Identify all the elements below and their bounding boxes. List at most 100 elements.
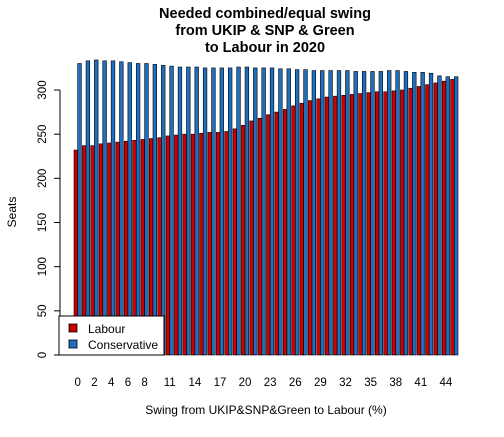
bar-labour-19 [232, 128, 238, 356]
bar-labour-39 [400, 89, 405, 356]
bar-conservative-41 [420, 72, 425, 356]
bar-labour-17 [215, 132, 221, 356]
bar-labour-11 [165, 135, 171, 356]
bar-conservative-0 [77, 63, 82, 356]
bar-labour-42 [425, 84, 430, 356]
bar-conservative-16 [211, 67, 216, 356]
bar-labour-29 [316, 98, 321, 356]
legend-box [58, 315, 165, 356]
bar-conservative-39 [403, 71, 409, 356]
bar-conservative-25 [286, 68, 291, 356]
chart-title-line-1: Needed combined/equal swing [159, 6, 371, 22]
bar-labour-31 [333, 95, 338, 356]
bar-conservative-3 [102, 60, 107, 356]
bar-conservative-21 [253, 67, 258, 356]
bar-labour-28 [308, 100, 313, 356]
bar-conservative-45 [454, 76, 459, 356]
y-tick-label-100: 100 [37, 257, 49, 276]
chart-title: Needed combined/equal swing from UKIP & … [159, 6, 371, 56]
bar-conservative-40 [412, 72, 417, 356]
y-tick-label-300: 300 [37, 80, 49, 99]
legend-label-conservative: Conservative [88, 338, 158, 352]
bar-conservative-37 [387, 70, 392, 356]
bar-labour-43 [433, 82, 438, 356]
bar-labour-26 [291, 105, 296, 356]
bar-labour-15 [199, 132, 204, 356]
bar-conservative-22 [261, 67, 266, 356]
bar-labour-13 [182, 133, 187, 356]
bar-labour-30 [324, 96, 330, 356]
bar-labour-21 [249, 120, 254, 356]
bar-conservative-5 [119, 61, 124, 356]
x-tick-label-32: 32 [339, 377, 352, 389]
y-tick-label-250: 250 [37, 125, 49, 144]
bar-conservative-8 [144, 63, 149, 356]
bar-conservative-9 [152, 64, 157, 356]
bar-labour-24 [274, 111, 279, 356]
bar-conservative-4 [110, 60, 116, 356]
x-tick-label-2: 2 [91, 377, 97, 389]
bar-conservative-1 [85, 60, 91, 356]
bar-labour-27 [299, 102, 304, 356]
bar-conservative-24 [278, 68, 283, 356]
bar-labour-22 [257, 117, 263, 356]
x-tick-label-26: 26 [289, 377, 302, 389]
bar-labour-41 [416, 86, 422, 356]
y-axis-label: Seats [5, 197, 19, 228]
y-axis: 0 50 100 150 200 250 300 [37, 80, 61, 358]
bar-conservative-33 [353, 71, 358, 356]
bar-conservative-18 [228, 67, 233, 356]
x-tick-label-23: 23 [264, 377, 277, 389]
bar-labour-20 [241, 125, 246, 356]
bar-conservative-31 [336, 70, 342, 356]
legend-label-labour: Labour [88, 322, 125, 336]
x-tick-label-4: 4 [108, 377, 115, 389]
x-tick-label-41: 41 [414, 377, 427, 389]
bar-conservative-23 [269, 67, 275, 356]
bar-conservative-15 [202, 67, 208, 356]
bar-conservative-26 [294, 69, 300, 356]
bar-conservative-2 [94, 59, 99, 356]
y-tick-label-50: 50 [37, 304, 49, 317]
bar-conservative-38 [395, 70, 400, 356]
bar-conservative-27 [303, 69, 308, 356]
y-tick-label-200: 200 [37, 169, 49, 188]
bar-conservative-43 [437, 75, 442, 356]
x-axis-label: Swing from UKIP&SNP&Green to Labour (%) [145, 403, 386, 417]
bar-conservative-28 [311, 70, 317, 356]
bar-conservative-14 [194, 66, 199, 356]
x-tick-label-20: 20 [239, 377, 252, 389]
legend: Labour Conservative [58, 315, 165, 356]
bar-labour-40 [408, 87, 413, 356]
bar-conservative-30 [328, 70, 333, 356]
bar-labour-18 [224, 131, 229, 356]
bar-conservative-20 [244, 66, 250, 356]
y-tick-label-0: 0 [37, 352, 49, 358]
bar-conservative-42 [428, 72, 434, 356]
x-tick-label-11: 11 [164, 377, 176, 389]
bar-labour-12 [174, 134, 179, 356]
bar-labour-34 [358, 93, 363, 356]
bar-conservative-7 [135, 63, 141, 356]
bar-labour-14 [190, 133, 196, 356]
bar-conservative-44 [445, 76, 450, 356]
chart-title-line-3: to Labour in 2020 [205, 40, 325, 56]
x-tick-label-0: 0 [74, 377, 80, 389]
x-tick-label-17: 17 [214, 377, 227, 389]
x-tick-label-8: 8 [141, 377, 147, 389]
bar-conservative-19 [236, 66, 241, 356]
bar-labour-33 [349, 94, 355, 356]
bar-labour-45 [450, 79, 455, 356]
bar-conservative-13 [186, 66, 191, 356]
bar-conservative-32 [345, 70, 350, 356]
bar-conservative-29 [320, 70, 325, 356]
bar-conservative-34 [361, 71, 367, 356]
x-axis: 0 2 4 6 8 11 14 17 20 23 26 29 32 35 38 41 44 [74, 377, 452, 389]
bar-conservative-12 [177, 66, 183, 356]
x-tick-label-14: 14 [188, 377, 201, 389]
x-tick-label-6: 6 [125, 377, 131, 389]
x-tick-label-44: 44 [440, 377, 453, 389]
bar-labour-44 [441, 80, 447, 356]
